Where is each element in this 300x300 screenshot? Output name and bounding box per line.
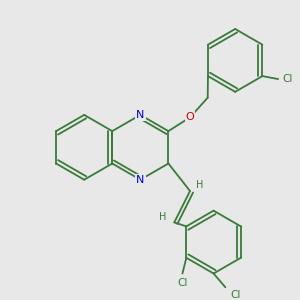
Text: Cl: Cl [283,74,293,84]
Text: H: H [196,180,203,190]
Text: O: O [186,112,194,122]
Text: Cl: Cl [230,290,240,300]
Text: H: H [159,212,166,221]
Text: Cl: Cl [177,278,188,288]
Text: N: N [136,175,145,185]
Text: N: N [136,110,145,120]
